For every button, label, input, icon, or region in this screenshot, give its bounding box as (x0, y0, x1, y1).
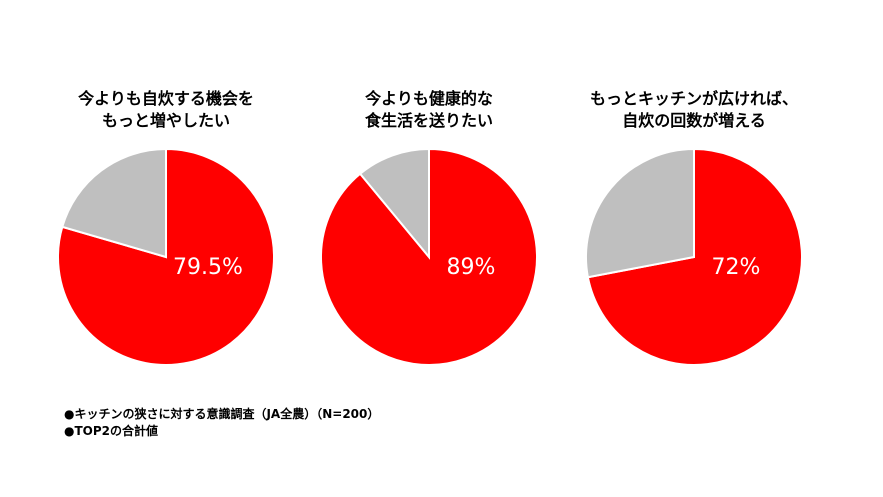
pie-slice-other (358, 147, 430, 260)
pie-data-label: 89% (447, 255, 496, 280)
pie-chart: 79.5% (57, 147, 275, 366)
chart-panel-1: 今よりも自炊する機会を もっと増やしたい 79.5% (51, 0, 281, 380)
footnote-top2: ●TOP2の合計値 (64, 424, 159, 438)
chart-panel-2: 今よりも健康的な 食生活を送りたい 89% (314, 0, 544, 380)
chart-title: 今よりも健康的な 食生活を送りたい (364, 89, 493, 130)
chart-panel-3: もっとキッチンが広ければ、 自炊の回数が増える 72% (579, 0, 809, 380)
chart-title: 今よりも自炊する機会を もっと増やしたい (78, 89, 254, 130)
pie-slice-other (61, 147, 167, 259)
pie-data-label: 79.5% (173, 255, 243, 280)
pie-chart: 89% (319, 147, 538, 366)
footnotes: ●キッチンの狭さに対する意識調査（JA全農）（N=200） ●TOP2の合計値 (64, 406, 379, 440)
pie-slice-other (585, 147, 695, 279)
chart-title: もっとキッチンが広ければ、 自炊の回数が増える (589, 89, 798, 130)
pie-data-label: 72% (712, 255, 761, 280)
footnote-survey: ●キッチンの狭さに対する意識調査（JA全農）（N=200） (64, 407, 380, 421)
pie-chart: 72% (585, 147, 803, 366)
